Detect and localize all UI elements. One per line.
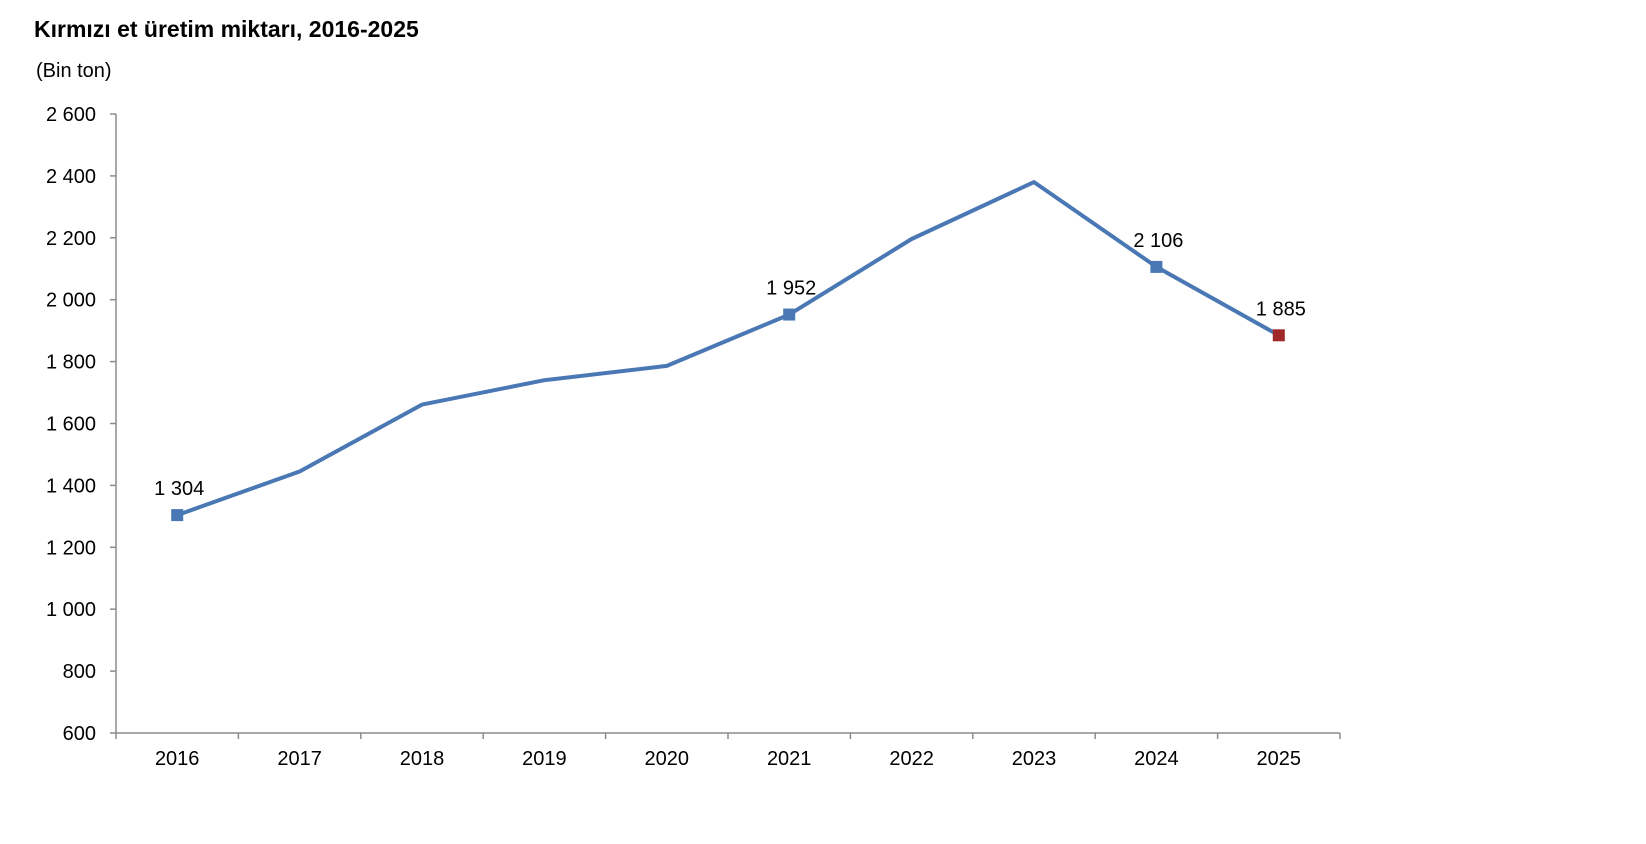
x-tick-label: 2022	[889, 748, 934, 770]
x-tick-label: 2018	[400, 748, 445, 770]
x-tick-label: 2024	[1134, 748, 1179, 770]
y-tick-label: 2 000	[46, 290, 96, 312]
y-tick-label: 1 400	[46, 475, 96, 497]
data-label: 1 885	[1256, 298, 1306, 320]
y-tick-label: 2 200	[46, 228, 96, 250]
y-tick-label: 1 200	[46, 537, 96, 559]
x-tick-label: 2025	[1257, 748, 1302, 770]
series-line	[176, 180, 1280, 517]
axes: 600 800 1 000 1 200 1 400 1 600 1 800 2 000 2 20…	[46, 104, 1341, 770]
data-label: 2 106	[1133, 230, 1183, 252]
data-labels: 1 304 1 952 2 106 1 885	[154, 230, 1306, 500]
x-tick-label: 2020	[645, 748, 690, 770]
y-tick-label: 1 800	[46, 352, 96, 374]
y-tick-label: 2 400	[46, 166, 96, 188]
series-layer	[171, 180, 1285, 522]
y-axis-unit-label: (Bin ton)	[36, 60, 112, 82]
chart-title: Kırmızı et üretim miktarı, 2016-2025	[34, 16, 419, 42]
data-point-marker	[1272, 329, 1285, 342]
data-point-marker	[171, 509, 184, 522]
y-tick-label: 800	[63, 661, 96, 683]
x-tick-label: 2017	[277, 748, 322, 770]
data-point-marker	[1150, 260, 1163, 273]
x-tick-label: 2019	[522, 748, 567, 770]
y-tick-label: 1 000	[46, 599, 96, 621]
x-tick-label: 2016	[155, 748, 200, 770]
data-point-marker	[783, 308, 796, 321]
y-tick-label: 1 600	[46, 414, 96, 436]
y-tick-label: 600	[63, 723, 96, 745]
y-tick-label: 2 600	[46, 104, 96, 126]
data-label: 1 952	[766, 278, 816, 300]
x-tick-label: 2021	[767, 748, 812, 770]
data-label: 1 304	[154, 478, 204, 500]
x-tick-label: 2023	[1012, 748, 1057, 770]
